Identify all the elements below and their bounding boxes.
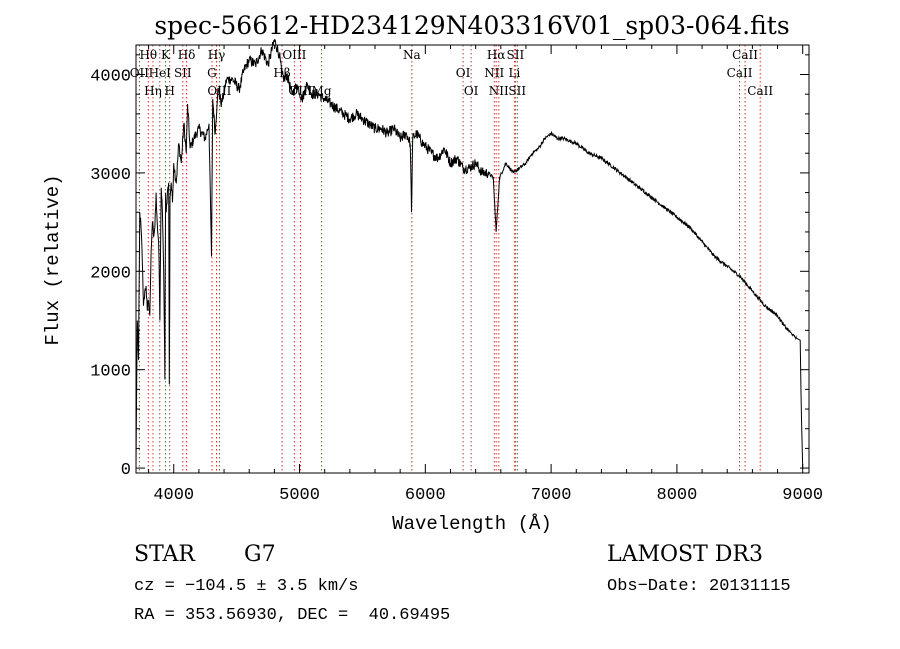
line-label-18: Hα <box>487 48 506 62</box>
line-label-7: SII <box>174 66 192 80</box>
line-label-22: Li <box>508 66 520 80</box>
object-subclass: G7 <box>244 542 276 567</box>
survey-name: LAMOST DR3 <box>607 542 763 567</box>
spectral-line-markers <box>138 45 761 473</box>
x-tick-label-3: 7000 <box>531 486 572 505</box>
x-axis-ticks: 4000 5000 6000 7000 8000 9000 <box>148 45 823 505</box>
redshift-cz: cz = −104.5 ± 3.5 km/s <box>134 577 358 596</box>
x-tick-label-1: 5000 <box>279 486 320 505</box>
y-tick-label-2: 2000 <box>90 264 131 283</box>
y-tick-label-3: 3000 <box>90 166 131 185</box>
line-label-25: CaII <box>727 66 753 80</box>
line-label-5: H <box>164 84 174 98</box>
line-label-9: Hγ <box>208 48 226 62</box>
object-class: STAR <box>134 542 196 567</box>
x-axis-label: Wavelength (Å) <box>392 513 552 535</box>
y-tick-label-0: 0 <box>121 461 131 480</box>
line-label-24: CaII <box>732 48 758 62</box>
line-label-1: OII <box>130 66 150 80</box>
line-label-20: NII <box>489 84 509 98</box>
line-label-2: Hη <box>144 84 162 98</box>
line-label-6: Hδ <box>178 48 196 62</box>
line-label-26: CaII <box>747 84 773 98</box>
coordinates: RA = 353.56930, DEC = 40.69495 <box>134 606 450 625</box>
x-tick-label-0: 4000 <box>153 486 194 505</box>
line-label-3: K <box>161 48 171 62</box>
line-label-8: OIII <box>207 84 231 98</box>
x-tick-label-5: 9000 <box>782 486 823 505</box>
line-label-19: NII <box>484 66 504 80</box>
x-tick-label-2: 6000 <box>405 486 446 505</box>
chart-title: spec-56612-HD234129N403316V01_sp03-064.f… <box>154 11 789 40</box>
y-tick-label-4: 4000 <box>90 68 131 87</box>
line-label-0: Hθ <box>139 48 157 62</box>
line-label-12: OIII <box>282 48 306 62</box>
line-label-10: G <box>207 66 217 80</box>
y-tick-label-1: 1000 <box>90 363 131 382</box>
spectrum-line <box>135 38 804 469</box>
y-axis-label: Flux (relative) <box>42 174 64 345</box>
y-axis-ticks: 0 1000 2000 3000 4000 <box>90 54 809 480</box>
x-tick-label-4: 8000 <box>657 486 698 505</box>
line-label-15: Na <box>403 48 421 62</box>
line-label-21: SII <box>507 48 525 62</box>
spectral-line-labels: HθOIIHηKHeIHHδSIIOIIIHγGOIIIOIIIHβMgNaOI… <box>130 48 774 98</box>
obs-date: Obs−Date: 20131115 <box>607 577 791 596</box>
plot-frame <box>135 44 810 474</box>
line-label-16: OI <box>456 66 471 80</box>
line-label-17: OI <box>464 84 479 98</box>
line-label-4: HeI <box>149 66 172 80</box>
line-label-23: SII <box>508 84 526 98</box>
